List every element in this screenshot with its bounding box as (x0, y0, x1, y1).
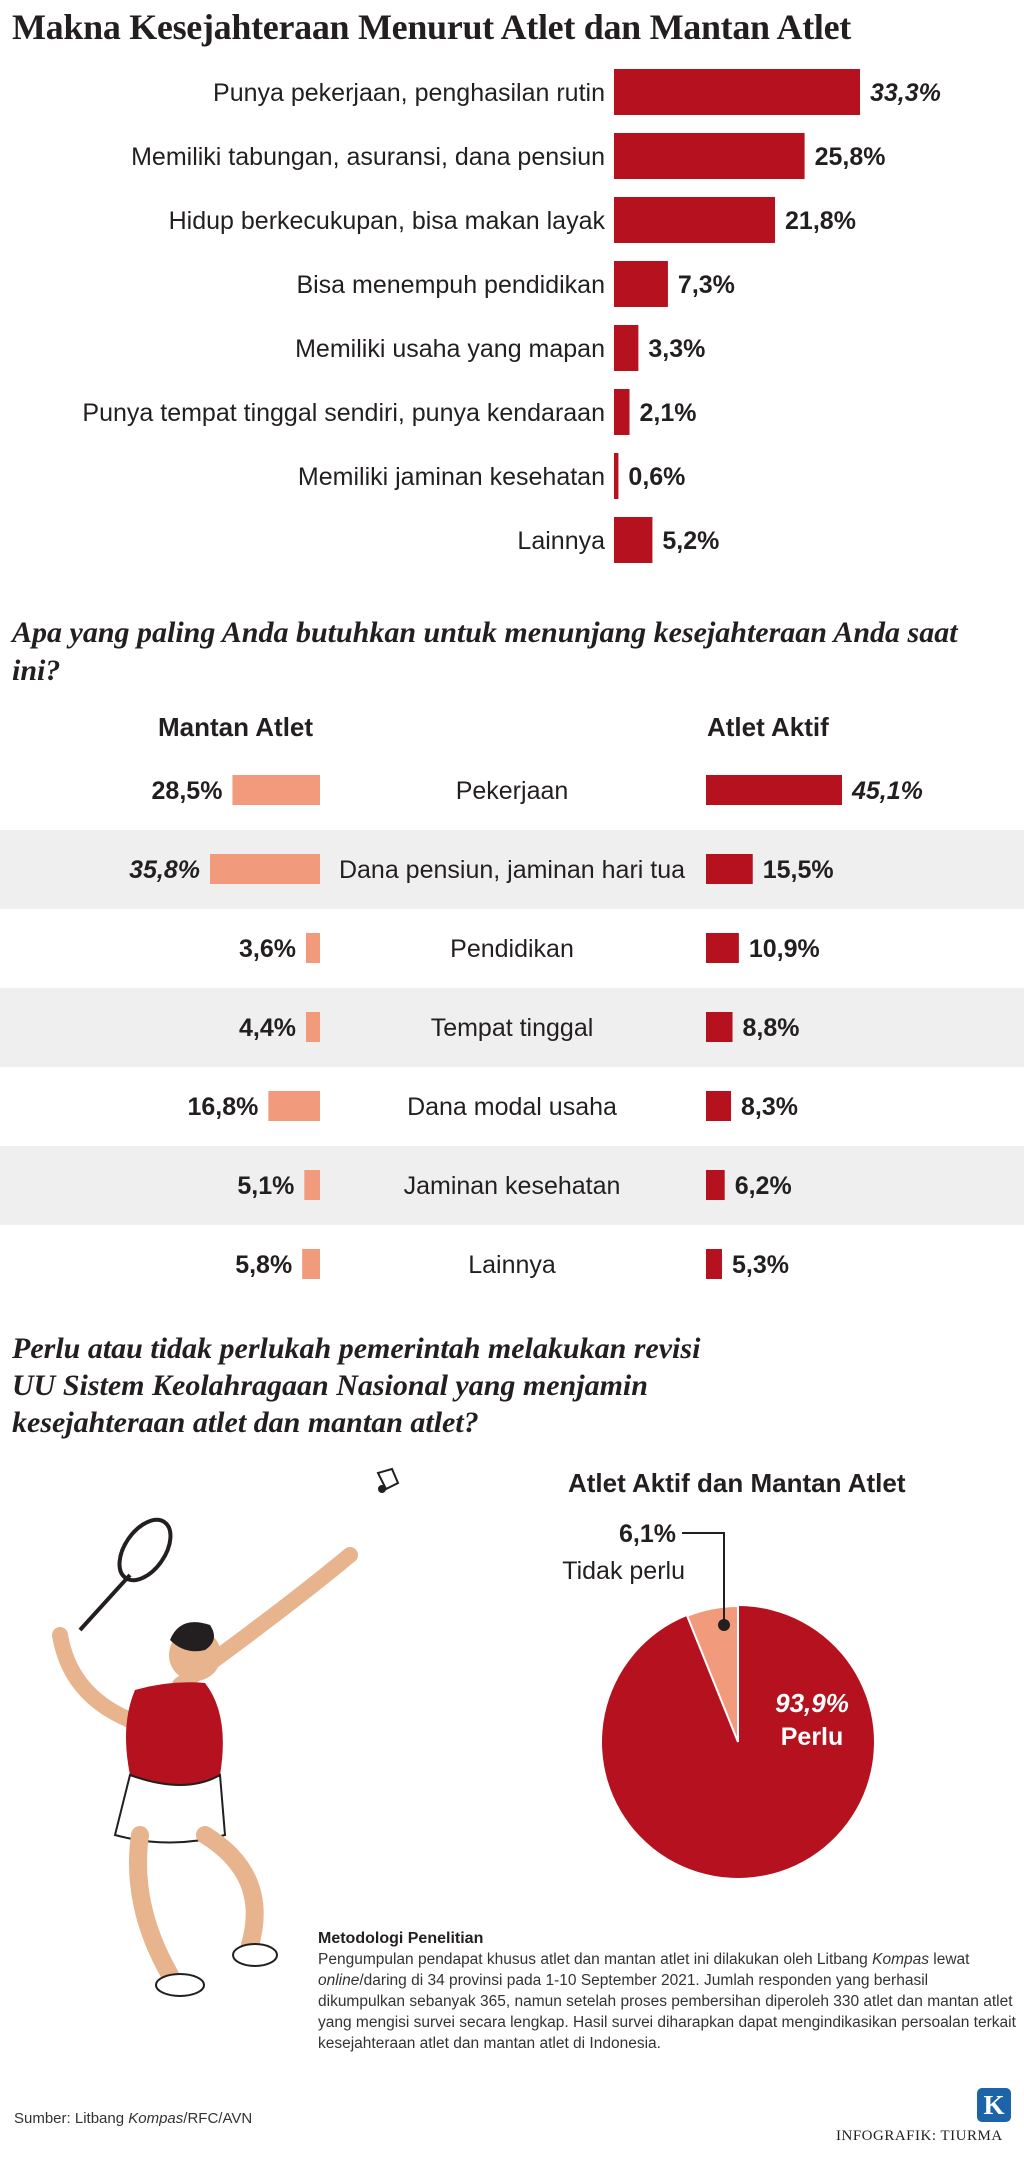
shuttlecock-icon (376, 1467, 400, 1493)
value-label: 2,1% (640, 399, 697, 427)
value-label-tidak-perlu: 6,1% (619, 1520, 676, 1548)
infographic-credit: INFOGRAFIK: TIURMA (836, 2128, 1003, 2144)
law-revision-pie-chart: 93,9% Perlu 6,1% Tidak perlu (562, 1520, 874, 1878)
leader-line (682, 1532, 725, 1625)
category-label: Pendidikan (450, 935, 574, 963)
value-label-aktif: 5,3% (732, 1251, 789, 1279)
bar (614, 453, 619, 499)
category-label: Tempat tinggal (431, 1014, 594, 1042)
pie-chart-title: Atlet Aktif dan Mantan Atlet (568, 1468, 906, 1498)
value-label-mantan: 35,8% (129, 856, 200, 884)
methodology-body: Pengumpulan pendapat khusus atlet dan ma… (318, 1949, 1018, 2054)
value-label-aktif: 6,2% (735, 1172, 792, 1200)
bar-aktif (706, 933, 739, 963)
category-label: Punya pekerjaan, penghasilan rutin (213, 79, 605, 107)
racket-icon (78, 1517, 173, 1632)
kompas-logo: K (977, 2088, 1011, 2122)
row-stripe (0, 1146, 1024, 1225)
category-label: Jaminan kesehatan (404, 1172, 621, 1200)
category-label: Memiliki usaha yang mapan (295, 335, 605, 363)
bar-mantan (210, 854, 320, 884)
value-label: 7,3% (678, 271, 735, 299)
methodology-title: Metodologi Penelitian (318, 1930, 484, 1947)
category-label: Lainnya (468, 1251, 556, 1279)
athlete-figure (52, 1547, 358, 1997)
category-label: Bisa menempuh pendidikan (296, 271, 605, 299)
category-label: Pekerjaan (456, 777, 569, 805)
value-label-mantan: 28,5% (152, 777, 223, 805)
bar (614, 325, 639, 371)
main-title: Makna Kesejahteraan Menurut Atlet dan Ma… (12, 7, 851, 47)
category-label: Dana pensiun, jaminan hari tua (339, 856, 685, 884)
category-label: Punya tempat tinggal sendiri, punya kend… (82, 399, 605, 427)
row-stripe (0, 988, 1024, 1067)
value-label-mantan: 5,1% (237, 1172, 294, 1200)
methodology-block: Metodologi Penelitian Pengumpulan pendap… (318, 1928, 1018, 2054)
source-suffix: /RFC/AVN (183, 2110, 253, 2127)
category-label: Hidup berkecukupan, bisa makan layak (169, 207, 606, 235)
category-label: Lainnya (517, 527, 605, 555)
bar-aktif (706, 854, 753, 884)
value-label-mantan: 3,6% (239, 935, 296, 963)
needs-butterfly-chart: Pekerjaan 28,5% 45,1% Dana pensiun, jaminan… (0, 775, 1024, 1279)
value-label-mantan: 4,4% (239, 1014, 296, 1042)
law-revision-question: Perlu atau tidak perlukah pemerintah mel… (12, 1330, 1012, 1441)
methodology-kompas: Kompas (872, 1951, 929, 1968)
value-label-aktif: 8,3% (741, 1093, 798, 1121)
bar-aktif (706, 1091, 732, 1121)
value-label-mantan: 16,8% (187, 1093, 258, 1121)
question-line-3: kesejahteraan atlet dan mantan atlet? (12, 1406, 479, 1439)
bar-aktif (706, 1012, 733, 1042)
active-athletes-header: Atlet Aktif (707, 712, 829, 742)
bar-mantan (232, 775, 320, 805)
bar (614, 133, 805, 179)
value-label-aktif: 15,5% (763, 856, 834, 884)
bar-aktif (706, 1249, 722, 1279)
welfare-meaning-chart: Punya pekerjaan, penghasilan rutin 33,3% M… (82, 69, 941, 563)
source-line: Sumber: Litbang Kompas/RFC/AVN (14, 2110, 252, 2127)
badminton-player-illustration (52, 1467, 400, 1997)
category-label: Memiliki jaminan kesehatan (298, 463, 605, 491)
bar (614, 517, 653, 563)
bar (614, 261, 668, 307)
value-label-aktif: 45,1% (851, 777, 923, 805)
bar-aktif (706, 1170, 725, 1200)
methodology-text-1: Pengumpulan pendapat khusus atlet dan ma… (318, 1951, 873, 1968)
needs-question-title: Apa yang paling Anda butuhkan untuk menu… (12, 616, 958, 687)
former-athletes-header: Mantan Atlet (158, 712, 314, 742)
methodology-text-3: /daring di 34 provinsi pada 1-10 Septemb… (318, 1972, 1016, 2052)
slice-tidak-perlu (685, 1604, 739, 1743)
value-label: 33,3% (870, 79, 941, 107)
question-line-1: Perlu atau tidak perlukah pemerintah mel… (12, 1332, 701, 1365)
value-label: 3,3% (648, 335, 705, 363)
bar (614, 389, 630, 435)
bar (614, 69, 860, 115)
value-label: 25,8% (815, 143, 886, 171)
methodology-online: online (318, 1972, 360, 1989)
category-label-tidak-perlu: Tidak perlu (562, 1557, 685, 1585)
bar-mantan (304, 1170, 320, 1200)
category-label: Dana modal usaha (407, 1093, 617, 1121)
value-label: 21,8% (785, 207, 856, 235)
value-label-aktif: 10,9% (749, 935, 820, 963)
value-label: 5,2% (662, 527, 719, 555)
category-label: Memiliki tabungan, asuransi, dana pensiu… (131, 143, 605, 171)
question-line-2: UU Sistem Keolahragaan Nasional yang men… (12, 1369, 648, 1402)
value-label-mantan: 5,8% (235, 1251, 292, 1279)
value-label-perlu: 93,9% (775, 1688, 849, 1718)
category-label-perlu: Perlu (781, 1723, 844, 1751)
bar-aktif (706, 775, 842, 805)
value-label: 0,6% (628, 463, 685, 491)
bar (614, 197, 776, 243)
bar-mantan (268, 1091, 320, 1121)
source-prefix: Sumber: Litbang (14, 2110, 129, 2127)
value-label-aktif: 8,8% (743, 1014, 800, 1042)
methodology-text-2: lewat (928, 1951, 970, 1968)
bar-mantan (306, 1012, 320, 1042)
source-kompas: Kompas (128, 2110, 184, 2127)
bar-mantan (302, 1249, 320, 1279)
bar-mantan (306, 933, 320, 963)
row-stripe (0, 830, 1024, 909)
